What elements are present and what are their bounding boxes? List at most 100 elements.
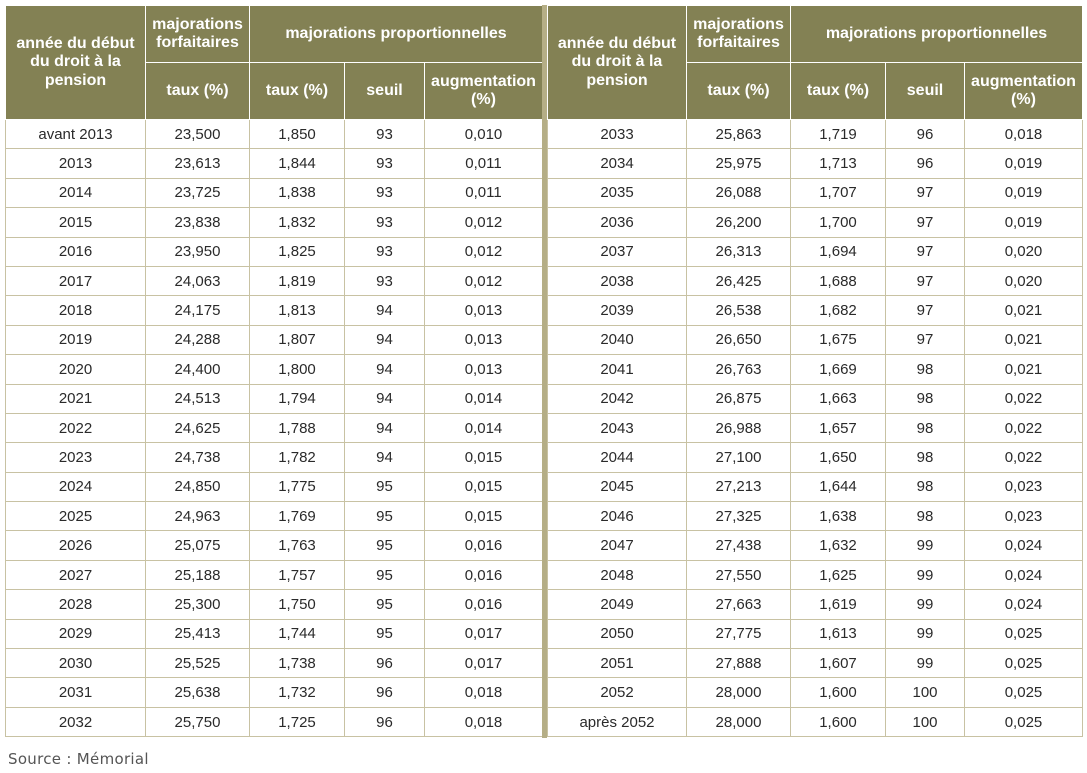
cell-year: 2027 [5,559,146,591]
table-row: 2040 26,650 1,675 97 0,021 [547,324,1083,356]
cell-increase: 0,021 [964,295,1083,326]
header-increase: augmentation (%) [964,62,1083,120]
cell-flat: 27,663 [686,589,791,620]
cell-year: 2016 [5,236,146,267]
cell-increase: 0,015 [424,442,543,473]
cell-year: 2044 [547,442,687,473]
cell-threshold: 93 [344,177,425,209]
table-row: 2038 26,425 1,688 97 0,020 [547,265,1083,297]
cell-year: 2024 [5,471,146,503]
table-row: 2024 24,850 1,775 95 0,015 [5,471,543,503]
cell-rate: 1,775 [249,471,345,503]
cell-year: après 2052 [547,706,687,738]
table-row: 2035 26,088 1,707 97 0,019 [547,177,1083,209]
table-row: 2049 27,663 1,619 99 0,024 [547,589,1083,620]
cell-year: 2026 [5,530,146,561]
cell-rate: 1,838 [249,177,345,209]
table-right-half: année du début du droit à la pension maj… [547,5,1083,738]
cell-increase: 0,017 [424,648,543,679]
cell-increase: 0,022 [964,412,1083,444]
cell-increase: 0,024 [964,589,1083,620]
table-row: 2050 27,775 1,613 99 0,025 [547,618,1083,650]
cell-increase: 0,024 [964,530,1083,561]
cell-increase: 0,016 [424,559,543,591]
cell-year: 2038 [547,265,687,297]
cell-flat: 23,500 [145,118,250,150]
cell-increase: 0,013 [424,324,543,356]
cell-increase: 0,024 [964,559,1083,591]
table-row: 2042 26,875 1,663 98 0,022 [547,383,1083,414]
cell-threshold: 97 [885,265,965,297]
table-row: 2023 24,738 1,782 94 0,015 [5,442,543,473]
cell-flat: 25,638 [145,677,250,708]
cell-flat: 23,838 [145,207,250,238]
cell-rate: 1,769 [249,501,345,532]
cell-threshold: 100 [885,677,965,708]
source-note: Source : Mémorial [8,750,149,768]
cell-year: 2042 [547,383,687,414]
cell-increase: 0,012 [424,207,543,238]
table-left-half: année du début du droit à la pension maj… [5,5,543,738]
table-row: 2045 27,213 1,644 98 0,023 [547,471,1083,503]
cell-flat: 26,313 [686,236,791,267]
cell-flat: 24,850 [145,471,250,503]
cell-increase: 0,014 [424,412,543,444]
cell-threshold: 93 [344,148,425,179]
cell-year: 2013 [5,148,146,179]
header-flat: majorations forfaitaires [145,5,250,63]
cell-threshold: 98 [885,354,965,385]
table-row: 2039 26,538 1,682 97 0,021 [547,295,1083,326]
cell-rate: 1,682 [790,295,886,326]
cell-threshold: 95 [344,501,425,532]
table-row: 2022 24,625 1,788 94 0,014 [5,412,543,444]
cell-year: 2036 [547,207,687,238]
cell-increase: 0,016 [424,589,543,620]
table-row: 2014 23,725 1,838 93 0,011 [5,177,543,209]
cell-increase: 0,021 [964,354,1083,385]
cell-flat: 25,525 [145,648,250,679]
cell-increase: 0,025 [964,648,1083,679]
cell-rate: 1,800 [249,354,345,385]
cell-rate: 1,794 [249,383,345,414]
cell-flat: 24,175 [145,295,250,326]
table-row: 2037 26,313 1,694 97 0,020 [547,236,1083,267]
table-row: 2021 24,513 1,794 94 0,014 [5,383,543,414]
cell-rate: 1,657 [790,412,886,444]
cell-year: 2052 [547,677,687,708]
cell-rate: 1,738 [249,648,345,679]
cell-flat: 26,875 [686,383,791,414]
cell-flat: 24,513 [145,383,250,414]
cell-flat: 28,000 [686,706,791,738]
cell-year: 2040 [547,324,687,356]
cell-threshold: 95 [344,471,425,503]
cell-year: 2017 [5,265,146,297]
column-divider [542,5,547,738]
cell-rate: 1,644 [790,471,886,503]
cell-rate: 1,619 [790,589,886,620]
cell-flat: 24,063 [145,265,250,297]
table-row: 2029 25,413 1,744 95 0,017 [5,618,543,650]
table-row: 2018 24,175 1,813 94 0,013 [5,295,543,326]
pension-table: année du début du droit à la pension maj… [5,5,1083,738]
cell-year: 2048 [547,559,687,591]
cell-flat: 27,100 [686,442,791,473]
cell-threshold: 97 [885,207,965,238]
cell-year: 2033 [547,118,687,150]
cell-flat: 28,000 [686,677,791,708]
cell-increase: 0,025 [964,706,1083,738]
cell-year: 2051 [547,648,687,679]
table-row: 2026 25,075 1,763 95 0,016 [5,530,543,561]
cell-rate: 1,625 [790,559,886,591]
cell-threshold: 99 [885,530,965,561]
cell-flat: 24,625 [145,412,250,444]
cell-increase: 0,013 [424,354,543,385]
cell-threshold: 98 [885,383,965,414]
cell-increase: 0,022 [964,442,1083,473]
header-flat: majorations forfaitaires [686,5,791,63]
cell-increase: 0,011 [424,177,543,209]
cell-threshold: 94 [344,442,425,473]
cell-flat: 25,075 [145,530,250,561]
cell-rate: 1,632 [790,530,886,561]
table-row: 2032 25,750 1,725 96 0,018 [5,706,543,738]
cell-rate: 1,750 [249,589,345,620]
